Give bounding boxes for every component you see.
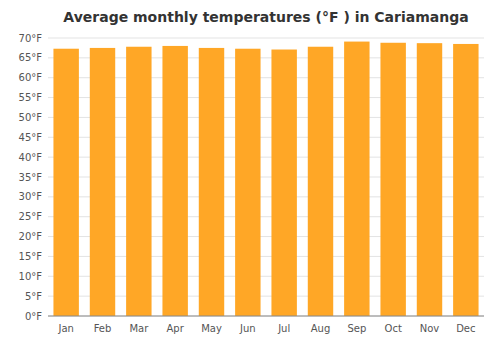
bar: [380, 43, 405, 316]
y-tick-label: 15°F: [19, 251, 43, 262]
x-tick-label: Jun: [239, 323, 256, 334]
bar: [453, 44, 478, 316]
bar: [417, 43, 442, 316]
y-tick-label: 65°F: [19, 52, 43, 63]
chart: Average monthly temperatures (°F ) in Ca…: [0, 0, 500, 350]
y-tick-label: 50°F: [19, 112, 43, 123]
y-tick-label: 5°F: [25, 291, 42, 302]
y-tick-label: 40°F: [19, 152, 43, 163]
y-axis: 0°F 5°F 10°F 15°F 20°F 25°F 30°F 35°F 40°F 45°F 50…: [19, 33, 43, 322]
grid-line: [48, 38, 484, 39]
y-tick-label: 60°F: [19, 72, 43, 83]
y-tick-label: 35°F: [19, 172, 43, 183]
x-tick-label: Nov: [420, 323, 440, 334]
x-axis-line: [48, 316, 484, 317]
grid: [48, 38, 484, 316]
bar: [162, 46, 187, 316]
y-tick-label: 0°F: [25, 311, 42, 322]
y-tick-label: 55°F: [19, 92, 43, 103]
grid-line: [48, 316, 484, 317]
x-tick-label: Jan: [57, 323, 73, 334]
x-tick-label: May: [201, 323, 222, 334]
bar: [344, 42, 369, 316]
bar: [199, 48, 224, 316]
y-tick-label: 20°F: [19, 231, 43, 242]
x-tick-label: Aug: [311, 323, 331, 334]
x-tick-label: Mar: [129, 323, 149, 334]
x-tick-label: Feb: [94, 323, 112, 334]
x-tick-label: Sep: [347, 323, 366, 334]
x-tick-label: Jul: [277, 323, 290, 334]
y-tick-label: 25°F: [19, 211, 43, 222]
chart-title: Average monthly temperatures (°F ) in Ca…: [63, 9, 468, 25]
bar: [271, 50, 296, 316]
chart-container: Average monthly temperatures (°F ) in Ca…: [0, 0, 500, 350]
bar: [308, 47, 333, 316]
bars: [53, 42, 478, 316]
y-tick-label: 30°F: [19, 191, 43, 202]
x-tick-label: Oct: [385, 323, 402, 334]
bar: [53, 49, 78, 316]
x-axis: Jan Feb Mar Apr May Jun Jul Aug Sep Oct Nov Dec: [48, 316, 484, 334]
y-tick-label: 70°F: [19, 33, 43, 44]
bar: [90, 48, 115, 316]
y-tick-label: 10°F: [19, 271, 43, 282]
y-tick-label: 45°F: [19, 132, 43, 143]
x-tick-label: Apr: [167, 323, 185, 334]
bar: [126, 47, 151, 316]
bar: [235, 49, 260, 316]
x-tick-label: Dec: [456, 323, 475, 334]
